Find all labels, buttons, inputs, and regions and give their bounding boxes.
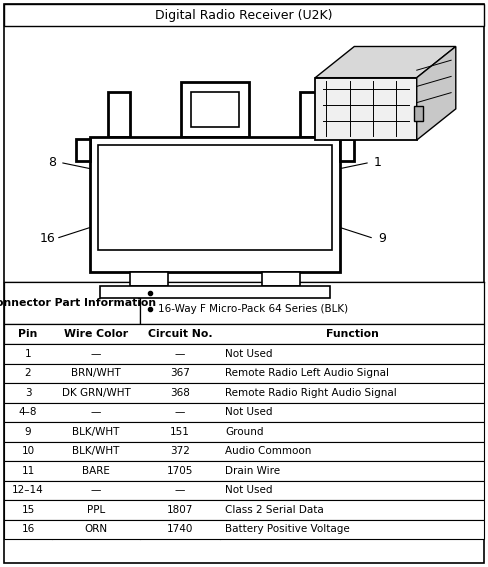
Text: Digital Radio Receiver (U2K): Digital Radio Receiver (U2K) — [155, 9, 333, 22]
Text: 16: 16 — [21, 524, 35, 534]
Polygon shape — [417, 46, 456, 140]
Bar — [4, 282, 140, 324]
Polygon shape — [315, 46, 456, 78]
Text: BRN/WHT: BRN/WHT — [71, 368, 121, 378]
Text: —: — — [91, 485, 101, 495]
Text: 15: 15 — [21, 505, 35, 515]
Text: Remote Radio Left Audio Signal: Remote Radio Left Audio Signal — [225, 368, 389, 378]
Text: Ground: Ground — [225, 427, 264, 437]
Text: Audio Commoon: Audio Commoon — [225, 446, 311, 456]
Bar — [300, 92, 322, 137]
Text: —: — — [91, 349, 101, 359]
Text: Not Used: Not Used — [225, 485, 272, 495]
Text: 4–8: 4–8 — [19, 407, 37, 417]
Text: Remote Radio Right Audio Signal: Remote Radio Right Audio Signal — [225, 388, 397, 397]
Bar — [76, 139, 90, 161]
Text: 8: 8 — [48, 156, 56, 169]
Text: Pin: Pin — [19, 329, 38, 339]
Bar — [4, 519, 484, 539]
Text: DK GRN/WHT: DK GRN/WHT — [61, 388, 130, 397]
Bar — [98, 145, 332, 250]
Text: 10: 10 — [21, 446, 35, 456]
Bar — [4, 363, 484, 383]
Text: 1: 1 — [374, 156, 382, 169]
Bar — [4, 324, 484, 344]
Text: 11: 11 — [21, 466, 35, 476]
Bar — [315, 78, 417, 140]
Bar — [414, 107, 423, 121]
Text: Wire Color: Wire Color — [64, 329, 128, 339]
Text: 9: 9 — [378, 232, 386, 245]
Text: 1: 1 — [25, 349, 31, 359]
Bar — [4, 442, 484, 461]
Text: 3: 3 — [25, 388, 31, 397]
Text: BLK/WHT: BLK/WHT — [72, 427, 120, 437]
Bar — [4, 500, 484, 519]
Text: 368: 368 — [170, 388, 190, 397]
Bar — [140, 282, 484, 324]
Text: Not Used: Not Used — [225, 407, 272, 417]
Text: 1740: 1740 — [167, 524, 193, 534]
Bar — [262, 272, 300, 286]
Bar — [340, 139, 354, 161]
Text: Drain Wire: Drain Wire — [225, 466, 280, 476]
Bar — [181, 82, 249, 137]
Text: —: — — [175, 349, 185, 359]
Text: Class 2 Serial Data: Class 2 Serial Data — [225, 505, 324, 515]
Text: Function: Function — [325, 329, 378, 339]
Text: PPL: PPL — [87, 505, 105, 515]
Bar — [100, 286, 330, 298]
Text: 16: 16 — [40, 232, 56, 245]
Text: Battery Positive Voltage: Battery Positive Voltage — [225, 524, 350, 534]
Bar — [4, 344, 484, 363]
Text: Circuit No.: Circuit No. — [148, 329, 212, 339]
Bar — [4, 4, 484, 26]
Text: 367: 367 — [170, 368, 190, 378]
Text: —: — — [175, 485, 185, 495]
Bar — [4, 403, 484, 422]
Bar — [191, 92, 239, 127]
Text: BLK/WHT: BLK/WHT — [72, 446, 120, 456]
Text: 1705: 1705 — [167, 466, 193, 476]
Text: BARE: BARE — [82, 466, 110, 476]
Bar — [4, 461, 484, 480]
Text: 15394150: 15394150 — [158, 288, 211, 298]
Text: —: — — [91, 407, 101, 417]
Text: Connector Part Information: Connector Part Information — [0, 298, 156, 308]
Text: 2: 2 — [25, 368, 31, 378]
Bar — [4, 383, 484, 403]
Bar — [90, 137, 340, 272]
Text: ORN: ORN — [84, 524, 107, 534]
Text: 9: 9 — [25, 427, 31, 437]
Text: 16-Way F Micro-Pack 64 Series (BLK): 16-Way F Micro-Pack 64 Series (BLK) — [158, 304, 348, 314]
Bar — [130, 272, 168, 286]
Text: 372: 372 — [170, 446, 190, 456]
Text: Not Used: Not Used — [225, 349, 272, 359]
Bar — [4, 480, 484, 500]
Text: 1807: 1807 — [167, 505, 193, 515]
Text: 151: 151 — [170, 427, 190, 437]
Text: 12–14: 12–14 — [12, 485, 44, 495]
Bar — [108, 92, 130, 137]
Bar — [4, 422, 484, 442]
Text: —: — — [175, 407, 185, 417]
